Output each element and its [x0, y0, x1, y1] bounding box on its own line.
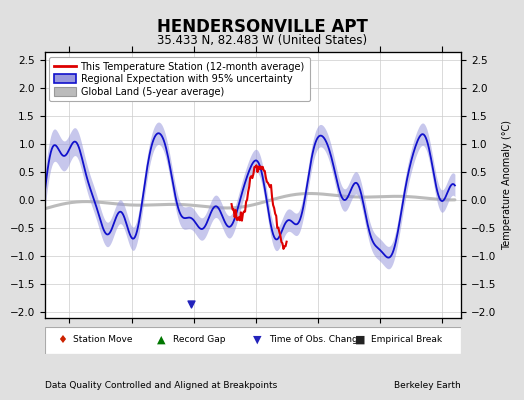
Text: ■: ■ [355, 335, 365, 345]
Point [187, 301, 195, 307]
Text: Record Gap: Record Gap [173, 335, 225, 344]
Text: Station Move: Station Move [73, 335, 133, 344]
Text: Time of Obs. Change: Time of Obs. Change [269, 335, 363, 344]
Text: Empirical Break: Empirical Break [370, 335, 442, 344]
FancyBboxPatch shape [45, 327, 461, 354]
Text: 35.433 N, 82.483 W (United States): 35.433 N, 82.483 W (United States) [157, 34, 367, 46]
Legend: This Temperature Station (12-month average), Regional Expectation with 95% uncer: This Temperature Station (12-month avera… [49, 57, 310, 102]
Text: Data Quality Controlled and Aligned at Breakpoints: Data Quality Controlled and Aligned at B… [45, 381, 277, 390]
Text: HENDERSONVILLE APT: HENDERSONVILLE APT [157, 18, 367, 36]
Text: Berkeley Earth: Berkeley Earth [395, 381, 461, 390]
Text: ▼: ▼ [253, 335, 261, 345]
Text: ▲: ▲ [157, 335, 166, 345]
Text: ♦: ♦ [57, 335, 67, 345]
Y-axis label: Temperature Anomaly (°C): Temperature Anomaly (°C) [502, 120, 512, 250]
